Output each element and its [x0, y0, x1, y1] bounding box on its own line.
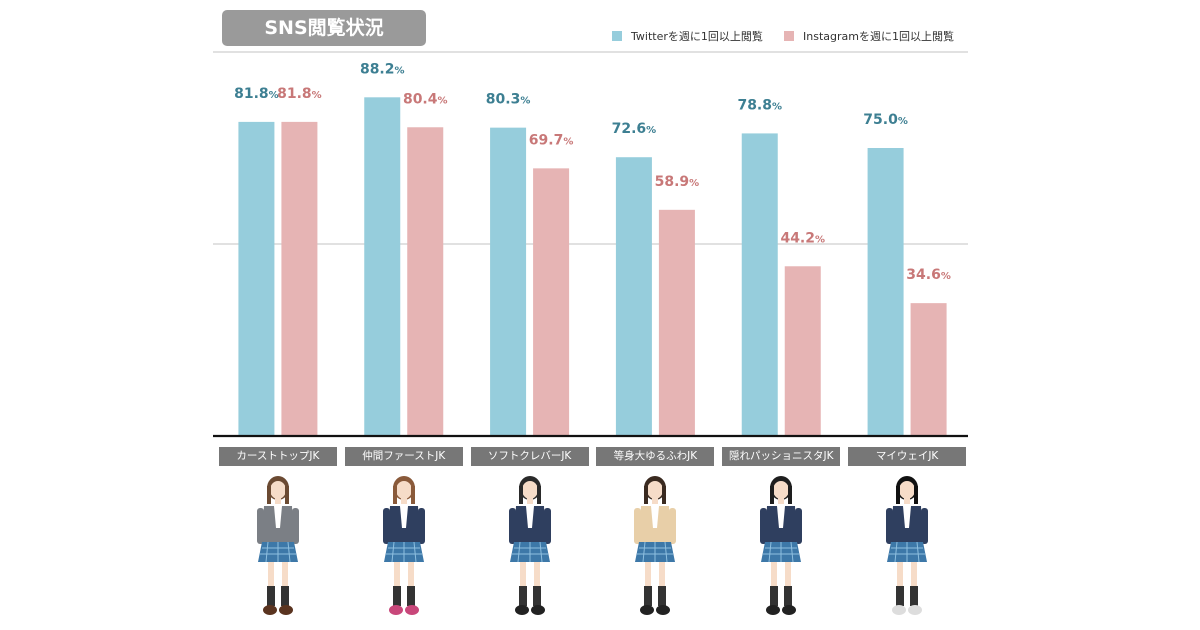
- bar-twitter: [741, 133, 778, 436]
- student-figure-icon: [500, 474, 560, 620]
- data-label: 80.4%: [403, 91, 448, 107]
- category-label: 隠れパッショニスタJK: [722, 447, 841, 466]
- student-figure-icon: [751, 474, 811, 620]
- legend-label-instagram: Instagramを週に1回以上閲覧: [803, 30, 954, 43]
- data-label: 75.0%: [863, 112, 908, 128]
- bar-instagram: [658, 209, 695, 436]
- data-label: 58.9%: [655, 174, 700, 190]
- legend-item-instagram: Instagramを週に1回以上閲覧: [784, 28, 954, 44]
- student-figure-icon: [625, 474, 685, 620]
- bar-twitter: [238, 121, 275, 436]
- student-figure-icon: [877, 474, 937, 620]
- bar-instagram: [281, 121, 318, 436]
- category-label: 等身大ゆるふわJK: [596, 447, 715, 466]
- bar-twitter: [364, 97, 401, 436]
- data-label: 69.7%: [529, 132, 574, 148]
- data-label: 72.6%: [612, 121, 657, 137]
- data-label: 80.3%: [486, 92, 531, 108]
- student-figure-icon: [248, 474, 308, 620]
- data-label: 78.8%: [737, 97, 782, 113]
- bar-instagram: [533, 168, 570, 437]
- bar-instagram: [910, 303, 947, 436]
- bar-instagram: [407, 127, 444, 436]
- bar-twitter: [615, 157, 652, 436]
- legend-item-twitter: Twitterを週に1回以上閲覧: [612, 28, 763, 44]
- bar-instagram: [784, 266, 821, 436]
- data-label: 44.2%: [780, 230, 825, 246]
- legend-label-twitter: Twitterを週に1回以上閲覧: [631, 30, 763, 43]
- category-label: 仲間ファーストJK: [344, 447, 463, 466]
- data-label: 88.2%: [360, 61, 405, 77]
- legend-swatch-twitter: [612, 31, 622, 41]
- category-label: カーストトップJK: [218, 447, 337, 466]
- bar-twitter: [867, 148, 904, 436]
- data-label: 81.8%: [234, 86, 279, 102]
- bar-twitter: [490, 127, 527, 436]
- chart-title: SNS閲覧状況: [222, 10, 426, 46]
- student-figure-icon: [374, 474, 434, 620]
- data-label: 81.8%: [277, 86, 322, 102]
- category-label: ソフトクレバーJK: [470, 447, 589, 466]
- data-label: 34.6%: [906, 267, 951, 283]
- legend-swatch-instagram: [784, 31, 794, 41]
- category-label: マイウェイJK: [848, 447, 967, 466]
